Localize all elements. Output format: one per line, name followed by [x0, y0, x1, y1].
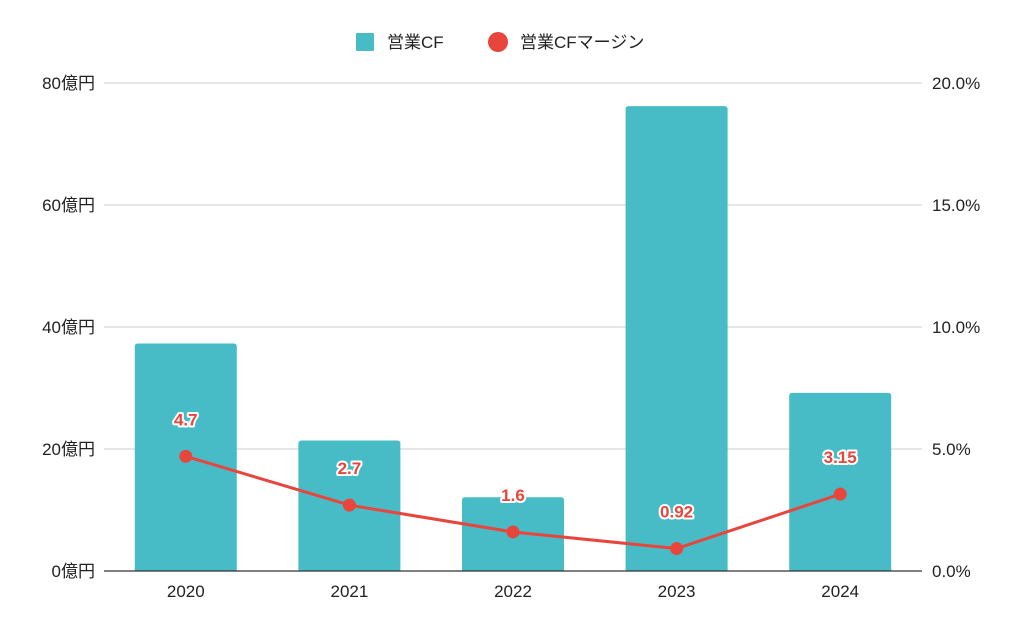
- gridlines: [104, 82, 922, 450]
- legend-label-line: 営業CFマージン: [520, 33, 644, 52]
- line-point: [670, 542, 684, 556]
- y-right-tick-label: 15.0%: [932, 196, 980, 215]
- legend-swatch-bar: [356, 33, 374, 51]
- y-left-tick-label: 20億円: [42, 440, 95, 459]
- bar: [789, 392, 892, 571]
- x-tick-label: 2024: [821, 582, 859, 601]
- x-axis-tick-labels: 2020 2021 2022 2023 2024: [167, 582, 859, 601]
- line-point: [342, 498, 356, 512]
- y-right-tick-label: 0.0%: [932, 562, 971, 581]
- legend-label-bar: 営業CF: [387, 33, 444, 52]
- data-label: 1.6: [501, 486, 525, 505]
- y-left-tick-label: 80億円: [42, 74, 95, 93]
- x-tick-label: 2022: [494, 582, 532, 601]
- legend-item-bar: 営業CF: [356, 33, 444, 52]
- data-label: 3.15: [824, 448, 857, 467]
- x-tick-label: 2020: [167, 582, 205, 601]
- y-left-tick-label: 40億円: [42, 318, 95, 337]
- right-axis-tick-labels: 0.0% 5.0% 10.0% 15.0% 20.0%: [932, 74, 980, 581]
- y-left-tick-label: 60億円: [42, 196, 95, 215]
- y-left-tick-label: 0億円: [52, 562, 95, 581]
- data-label: 0.92: [660, 503, 693, 522]
- legend-item-line: 営業CFマージン: [488, 32, 644, 52]
- legend: 営業CF 営業CFマージン: [356, 32, 644, 52]
- y-right-tick-label: 10.0%: [932, 318, 980, 337]
- x-tick-label: 2021: [330, 582, 368, 601]
- left-axis-tick-labels: 0億円 20億円 40億円 60億円 80億円: [42, 74, 95, 581]
- line-point: [506, 525, 520, 539]
- y-right-tick-label: 5.0%: [932, 440, 971, 459]
- y-right-tick-label: 20.0%: [932, 74, 980, 93]
- line-data-labels: 4.7 2.7 1.6 0.92 3.15: [172, 408, 859, 523]
- data-label: 2.7: [338, 459, 362, 478]
- bar: [625, 106, 728, 572]
- line-point: [179, 449, 193, 463]
- data-label: 4.7: [174, 410, 198, 429]
- x-tick-label: 2023: [658, 582, 696, 601]
- legend-swatch-line: [488, 32, 508, 52]
- line-point: [833, 487, 847, 501]
- line-series: [179, 449, 847, 556]
